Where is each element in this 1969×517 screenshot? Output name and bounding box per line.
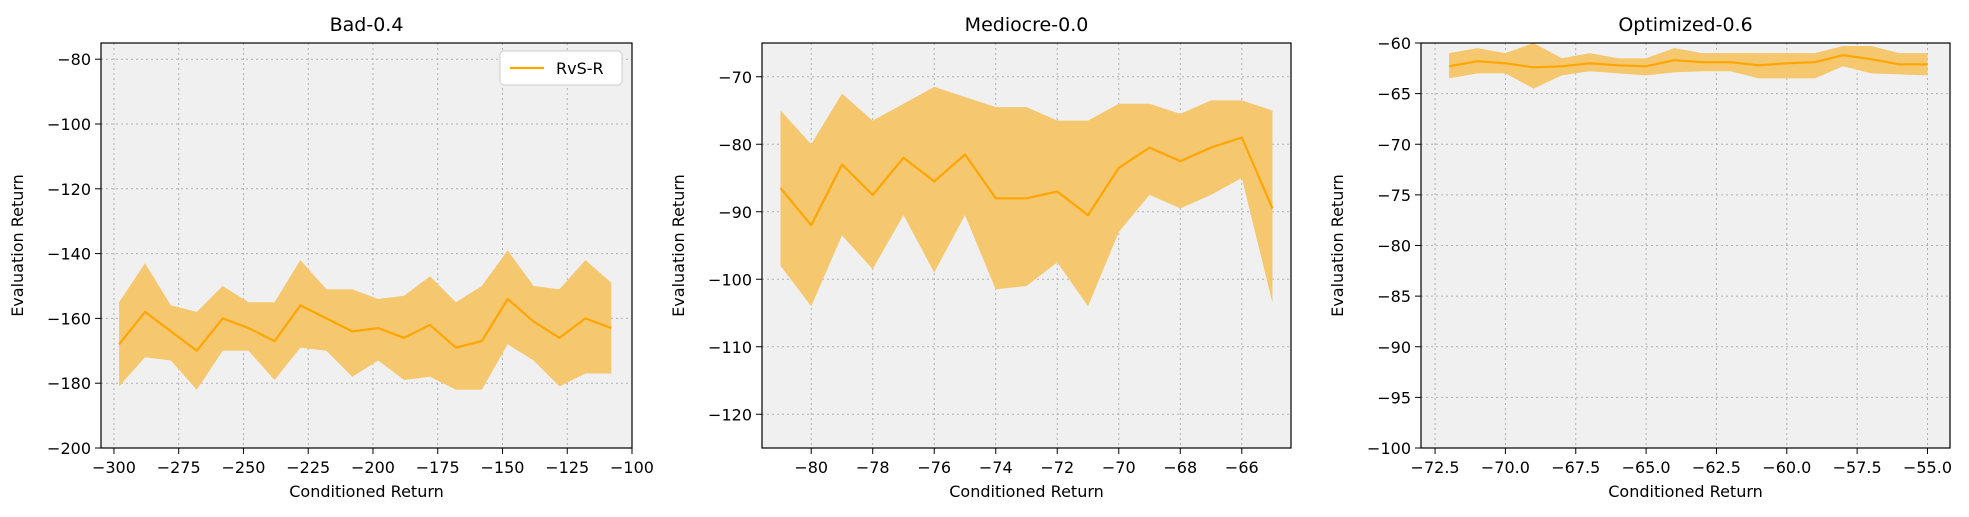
y-tick-label: −110 xyxy=(708,338,752,357)
y-tick-label: −65 xyxy=(1377,85,1411,104)
y-tick-label: −100 xyxy=(708,270,752,289)
y-tick-label: −120 xyxy=(47,180,91,199)
x-tick-label: −67.5 xyxy=(1551,458,1600,477)
x-tick-label: −65.0 xyxy=(1622,458,1671,477)
legend-label: RvS-R xyxy=(556,59,604,78)
x-tick-label: −275 xyxy=(157,458,201,477)
x-tick-label: −62.5 xyxy=(1692,458,1741,477)
x-tick-label: −66 xyxy=(1225,458,1259,477)
x-tick-label: −72.5 xyxy=(1411,458,1460,477)
x-tick-label: −72 xyxy=(1040,458,1074,477)
x-tick-label: −74 xyxy=(979,458,1013,477)
x-tick-label: −68 xyxy=(1163,458,1197,477)
series-line xyxy=(779,136,1274,227)
y-tick-label: −140 xyxy=(47,245,91,264)
x-axis-label: Conditioned Return xyxy=(1608,482,1763,501)
x-tick-label: −55.0 xyxy=(1903,458,1952,477)
y-tick-label: −90 xyxy=(1377,338,1411,357)
x-tick-label: −150 xyxy=(481,458,525,477)
chart-title: Bad-0.4 xyxy=(330,14,404,36)
x-tick-label: −57.5 xyxy=(1833,458,1882,477)
x-tick-label: −225 xyxy=(286,458,330,477)
y-tick-label: −70 xyxy=(1377,135,1411,154)
y-tick-label: −90 xyxy=(718,203,752,222)
x-tick-label: −100 xyxy=(610,458,654,477)
x-tick-label: −250 xyxy=(221,458,265,477)
y-tick-label: −60 xyxy=(1377,34,1411,53)
chart-title: Mediocre-0.0 xyxy=(965,14,1089,36)
y-tick-label: −180 xyxy=(47,374,91,393)
plot-frame xyxy=(761,42,1292,449)
series-line xyxy=(1448,54,1928,69)
x-tick-label: −60.0 xyxy=(1762,458,1811,477)
x-tick-label: −80 xyxy=(794,458,828,477)
plot-frame xyxy=(100,42,633,449)
x-tick-label: −70.0 xyxy=(1481,458,1530,477)
x-axis-label: Conditioned Return xyxy=(289,482,444,501)
legend-box xyxy=(499,50,623,86)
confidence-band xyxy=(780,86,1273,307)
x-tick-label: −125 xyxy=(545,458,589,477)
y-tick-label: −95 xyxy=(1377,388,1411,407)
chart-panel-2: −80 −78 −76 −74 −72 −70 −68 −66 −120 −110 −100 −90 −… xyxy=(669,14,1292,501)
y-tick-label: −80 xyxy=(57,50,91,69)
chart-panel-1: −300 −275 −250 −225 −200 −175 −150 −125 −100 −200… xyxy=(8,14,654,501)
x-tick-label: −175 xyxy=(416,458,460,477)
chart-panel-3: −72.5 −70.0 −67.5 −65.0 −62.5 −60.0 −57.5 −55.0… xyxy=(1328,14,1952,501)
y-axis-label: Evaluation Return xyxy=(1328,174,1347,317)
y-axis-label: Evaluation Return xyxy=(669,174,688,317)
y-tick-label: −200 xyxy=(47,439,91,458)
y-tick-label: −70 xyxy=(718,68,752,87)
x-tick-label: −200 xyxy=(351,458,395,477)
plot-area xyxy=(101,43,632,448)
plot-area xyxy=(1421,43,1950,448)
y-axis-label: Evaluation Return xyxy=(8,174,27,317)
chart-title: Optimized-0.6 xyxy=(1618,14,1752,36)
series-line xyxy=(118,297,612,352)
y-tick-label: −75 xyxy=(1377,186,1411,205)
confidence-band xyxy=(119,250,612,390)
y-tick-label: −120 xyxy=(708,405,752,424)
confidence-band xyxy=(1449,43,1928,89)
y-tick-label: −80 xyxy=(718,135,752,154)
x-tick-label: −78 xyxy=(856,458,890,477)
x-tick-label: −70 xyxy=(1102,458,1136,477)
x-axis-label: Conditioned Return xyxy=(949,482,1104,501)
y-tick-label: −80 xyxy=(1377,237,1411,256)
y-tick-label: −85 xyxy=(1377,287,1411,306)
y-tick-label: −100 xyxy=(1367,439,1411,458)
x-tick-label: −76 xyxy=(917,458,951,477)
x-tick-label: −300 xyxy=(92,458,136,477)
y-tick-label: −160 xyxy=(47,309,91,328)
y-tick-label: −100 xyxy=(47,115,91,134)
